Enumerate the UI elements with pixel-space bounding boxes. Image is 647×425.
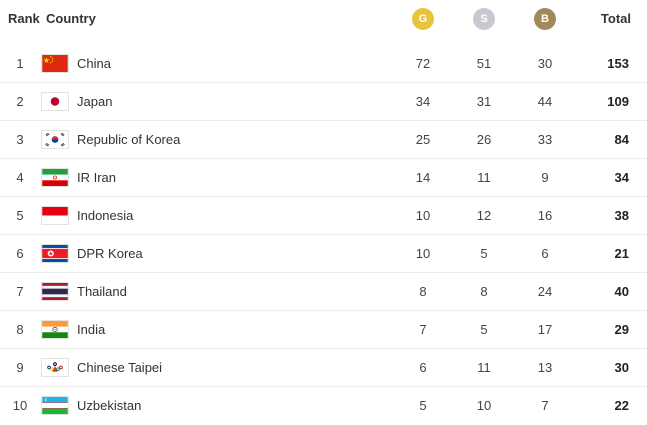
total-count: 109 — [607, 94, 629, 109]
header-rank: Rank — [8, 11, 40, 26]
silver-count: 51 — [476, 56, 492, 71]
flag-japan-icon — [42, 93, 68, 110]
bronze-count: 13 — [537, 360, 553, 375]
country-name[interactable]: Indonesia — [77, 208, 134, 223]
silver-count: 31 — [476, 94, 492, 109]
country-name[interactable]: IR Iran — [77, 170, 117, 185]
country-name[interactable]: India — [77, 322, 106, 337]
flag-china-icon — [42, 55, 68, 72]
rank-cell: 4 — [16, 170, 24, 185]
bronze-count: 30 — [537, 56, 553, 71]
gold-count: 10 — [415, 246, 431, 261]
table-header: Rank Country G S B Total — [0, 0, 647, 38]
table-row[interactable]: 10 Uzbekistan 5 10 7 22 — [0, 387, 647, 425]
silver-count: 5 — [480, 322, 488, 337]
table-row[interactable]: 3 Republic of Korea 25 26 33 84 — [0, 121, 647, 159]
rank-cell: 9 — [16, 360, 24, 375]
country-name[interactable]: Republic of Korea — [77, 132, 181, 147]
silver-count: 10 — [476, 398, 492, 413]
table-row[interactable]: 5 Indonesia 10 12 16 38 — [0, 197, 647, 235]
flag-iran-icon — [42, 169, 68, 186]
total-count: 40 — [614, 284, 629, 299]
table-row[interactable]: 8 India 7 5 17 29 — [0, 311, 647, 349]
table-row[interactable]: 9 Chinese Taipei 6 11 13 30 — [0, 349, 647, 387]
table-row[interactable]: 7 Thailand 8 8 24 40 — [0, 273, 647, 311]
total-count: 84 — [614, 132, 629, 147]
total-count: 38 — [614, 208, 629, 223]
table-row[interactable]: 4 IR Iran 14 11 9 34 — [0, 159, 647, 197]
silver-count: 12 — [476, 208, 492, 223]
gold-count: 8 — [419, 284, 427, 299]
bronze-count: 33 — [537, 132, 553, 147]
total-count: 29 — [614, 322, 629, 337]
gold-count: 7 — [419, 322, 427, 337]
country-name[interactable]: Japan — [77, 94, 113, 109]
gold-count: 25 — [415, 132, 431, 147]
table-row[interactable]: 1 China 72 51 30 153 — [0, 45, 647, 83]
country-name[interactable]: Thailand — [77, 284, 127, 299]
header-country: Country — [46, 11, 96, 26]
gold-count: 72 — [415, 56, 431, 71]
silver-medal-icon: S — [473, 8, 495, 30]
bronze-count: 16 — [537, 208, 553, 223]
silver-count: 5 — [480, 246, 488, 261]
country-name[interactable]: Uzbekistan — [77, 398, 142, 413]
bronze-count: 9 — [541, 170, 549, 185]
header-total: Total — [600, 11, 631, 26]
flag-korea-icon — [42, 131, 68, 148]
silver-count: 11 — [477, 170, 491, 185]
total-count: 153 — [607, 56, 629, 71]
rank-cell: 5 — [16, 208, 24, 223]
silver-count: 8 — [480, 284, 488, 299]
rank-cell: 7 — [16, 284, 24, 299]
gold-count: 6 — [419, 360, 427, 375]
flag-indonesia-icon — [42, 207, 68, 224]
gold-count: 10 — [415, 208, 431, 223]
flag-thailand-icon — [42, 283, 68, 300]
table-row[interactable]: 6 DPR Korea 10 5 6 21 — [0, 235, 647, 273]
bronze-count: 7 — [541, 398, 549, 413]
silver-count: 26 — [476, 132, 492, 147]
rank-cell: 6 — [16, 246, 24, 261]
gold-count: 34 — [415, 94, 431, 109]
rank-cell: 2 — [16, 94, 24, 109]
country-name[interactable]: DPR Korea — [77, 246, 143, 261]
silver-count: 11 — [477, 360, 491, 375]
country-name[interactable]: China — [77, 56, 111, 71]
bronze-count: 6 — [541, 246, 549, 261]
table-row[interactable]: 2 Japan 34 31 44 109 — [0, 83, 647, 121]
bronze-medal-icon: B — [534, 8, 556, 30]
rank-cell: 3 — [16, 132, 24, 147]
total-count: 22 — [614, 398, 629, 413]
flag-dpr-korea-icon — [42, 245, 68, 262]
gold-count: 5 — [419, 398, 427, 413]
country-name[interactable]: Chinese Taipei — [77, 360, 163, 375]
table-body: 1 China 72 51 30 153 2 Japan 34 31 44 10… — [0, 45, 647, 425]
flag-uzbekistan-icon — [42, 397, 68, 414]
flag-chinese-taipei-icon — [42, 359, 68, 376]
bronze-count: 17 — [537, 322, 553, 337]
bronze-count: 24 — [537, 284, 553, 299]
total-count: 34 — [614, 170, 629, 185]
rank-cell: 10 — [12, 398, 28, 413]
total-count: 21 — [614, 246, 629, 261]
flag-india-icon — [42, 321, 68, 338]
bronze-count: 44 — [537, 94, 553, 109]
gold-count: 14 — [415, 170, 431, 185]
rank-cell: 8 — [16, 322, 24, 337]
total-count: 30 — [614, 360, 629, 375]
rank-cell: 1 — [16, 56, 24, 71]
gold-medal-icon: G — [412, 8, 434, 30]
